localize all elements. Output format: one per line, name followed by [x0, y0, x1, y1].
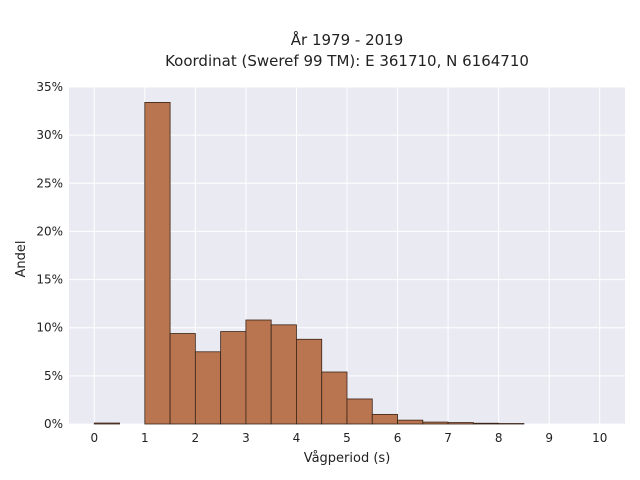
y-tick-label-0: 0%	[44, 417, 63, 431]
y-tick-label-7: 35%	[36, 80, 63, 94]
histogram-bar-14	[447, 422, 474, 425]
x-tick-label-0: 0	[90, 431, 98, 445]
y-axis-label: Andel	[14, 241, 29, 278]
x-tick-label-5: 5	[343, 431, 351, 445]
x-tick-label-9: 9	[545, 431, 553, 445]
y-tick-label-3: 15%	[36, 273, 63, 287]
x-tick-label-2: 2	[192, 431, 200, 445]
histogram-bar-8	[296, 338, 323, 425]
histogram-bar-11	[371, 413, 398, 425]
histogram-bar-5	[220, 331, 247, 425]
x-tick-label-1: 1	[141, 431, 149, 445]
histogram-bar-4	[194, 351, 222, 425]
x-tick-label-10: 10	[592, 431, 607, 445]
histogram-bar-12	[397, 419, 424, 425]
histogram-bar-7	[270, 324, 297, 425]
histogram-bar-15	[472, 422, 500, 425]
histogram-bar-6	[245, 319, 272, 425]
y-tick-label-4: 20%	[36, 224, 63, 238]
x-tick-label-7: 7	[444, 431, 452, 445]
histogram-bar-10	[346, 398, 373, 425]
y-tick-labels: 0% 5% 10% 15% 20% 25% 30% 35%	[36, 80, 63, 431]
histogram-bar-2	[144, 102, 171, 425]
x-tick-label-8: 8	[495, 431, 503, 445]
x-axis-label: Vågperiod (s)	[304, 451, 391, 466]
histogram-bar-3	[169, 333, 196, 425]
grid-lines	[69, 86, 625, 425]
y-tick-label-5: 25%	[36, 176, 63, 190]
x-tick-labels: 0 1 2 3 4 5 6 7 8 9 10	[90, 431, 607, 445]
y-tick-label-6: 30%	[36, 128, 63, 142]
histogram-bar-0	[93, 422, 120, 425]
x-tick-label-6: 6	[394, 431, 402, 445]
bars	[93, 102, 525, 425]
histogram-bar-9	[321, 371, 348, 425]
x-tick-label-3: 3	[242, 431, 250, 445]
chart-title-line-1: År 1979 - 2019	[291, 30, 404, 49]
chart-title-line-2: Koordinat (Sweref 99 TM): E 361710, N 61…	[165, 52, 529, 70]
y-tick-label-1: 5%	[44, 369, 63, 383]
histogram-bar-13	[422, 421, 449, 425]
x-tick-label-4: 4	[293, 431, 301, 445]
y-tick-label-2: 10%	[36, 321, 63, 335]
